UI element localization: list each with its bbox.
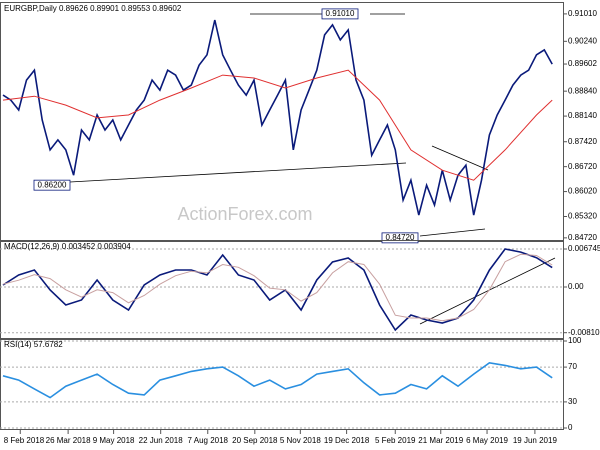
y-tick-label: 0.91010 [568,9,597,18]
x-tick-label: 20 Sep 2018 [232,436,278,445]
x-tick-label: 19 Jun 2019 [513,436,558,445]
series-line [2,19,553,216]
trendline [431,145,489,171]
trendline [419,257,556,325]
x-tick-label: 21 Mar 2019 [418,436,463,445]
series-line [2,253,553,322]
x-tick-label: 19 Dec 2018 [324,436,370,445]
annotation: 0.84720 [386,233,415,242]
annotation-box [381,232,419,244]
panel-frame [0,2,564,242]
series-line [2,361,553,399]
series-line [2,248,553,332]
panel-title: MACD(12,26,9) 0.003452 0.003904 [4,242,131,251]
x-tick-label: 22 Jun 2018 [139,436,184,445]
panel-frame [0,240,564,340]
watermark: ActionForex.com [177,204,312,224]
y-tick-label: 0.88140 [568,111,597,120]
y-tick-label: 100 [568,336,582,345]
trendlines [69,13,556,325]
trendline [69,162,407,183]
x-tick-label: 6 May 2019 [466,436,508,445]
y-tick-label: 0.89602 [568,59,597,68]
x-tick-label: 5 Nov 2018 [280,436,321,445]
annotation: 0.86200 [38,180,67,189]
y-tick-label: 0 [568,423,573,432]
y-tick-label: 30 [568,397,577,406]
x-tick-label: 9 May 2018 [93,436,135,445]
y-tick-label: 0.87420 [568,137,597,146]
x-tick-label: 7 Aug 2018 [188,436,229,445]
series-line [2,69,553,181]
y-tick-label: 70 [568,362,577,371]
y-tick-label: 0.85320 [568,212,597,221]
panel-frame [0,338,564,430]
x-tick-label: 26 Mar 2018 [46,436,91,445]
y-tick-label: -0.008109 [568,328,600,337]
x-tick-label: 8 Feb 2018 [4,436,45,445]
y-tick-label: 0.006745 [568,244,600,253]
trendline [419,228,486,237]
y-tick-label: 0.86720 [568,162,597,171]
panel-title: RSI(14) 57.6782 [4,340,63,349]
y-tick-label: 0.86020 [568,187,597,196]
panel-title: EURGBP,Daily 0.89626 0.89901 0.89553 0.8… [4,4,182,13]
y-tick-label: 0.90240 [568,36,597,45]
annotation-box [321,8,359,20]
annotation: 0.91010 [326,9,355,18]
y-tick-label: 0.84720 [568,233,597,242]
y-tick-label: 0.88840 [568,86,597,95]
y-tick-label: 0.00 [568,282,584,291]
annotation-box [33,179,71,191]
x-tick-label: 5 Feb 2019 [375,436,416,445]
